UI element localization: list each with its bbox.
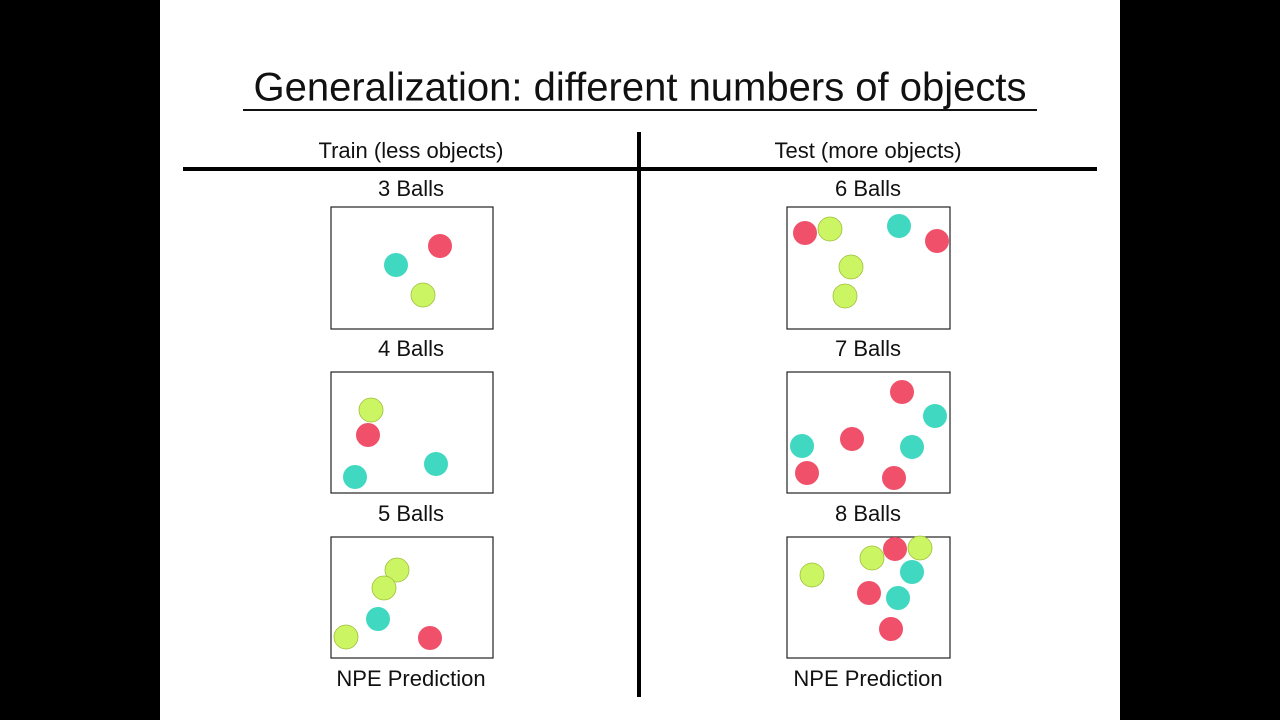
ball <box>886 586 910 610</box>
ball <box>883 537 907 561</box>
ball <box>358 397 384 423</box>
ball <box>384 253 408 277</box>
panel-label: 4 Balls <box>378 336 444 361</box>
ball <box>410 282 436 308</box>
ball <box>923 404 947 428</box>
ball <box>333 624 359 650</box>
ball <box>832 283 858 309</box>
ball <box>790 434 814 458</box>
ball <box>907 535 933 561</box>
ball <box>418 626 442 650</box>
column-header: Test (more objects) <box>774 138 961 163</box>
balls <box>333 214 949 650</box>
ball <box>356 423 380 447</box>
ball <box>887 214 911 238</box>
slide-title: Generalization: different numbers of obj… <box>253 66 1026 110</box>
panel-label: 6 Balls <box>835 176 901 201</box>
ball <box>925 229 949 253</box>
ball <box>424 452 448 476</box>
panel-label: 8 Balls <box>835 501 901 526</box>
ball <box>371 575 397 601</box>
ball <box>428 234 452 258</box>
ball <box>793 221 817 245</box>
ball <box>343 465 367 489</box>
ball <box>366 607 390 631</box>
ball <box>384 557 410 583</box>
panel-label: 7 Balls <box>835 336 901 361</box>
panel <box>330 206 494 330</box>
ball <box>817 216 843 242</box>
ball <box>859 545 885 571</box>
ball <box>882 466 906 490</box>
ball <box>900 435 924 459</box>
ball <box>799 562 825 588</box>
ball <box>879 617 903 641</box>
panel-label: 5 Balls <box>378 501 444 526</box>
footer-label: NPE Prediction <box>336 666 485 691</box>
ball <box>890 380 914 404</box>
ball <box>795 461 819 485</box>
ball <box>857 581 881 605</box>
panel <box>786 206 951 330</box>
ball <box>840 427 864 451</box>
panel-label: 3 Balls <box>378 176 444 201</box>
footer-label: NPE Prediction <box>793 666 942 691</box>
ball <box>838 254 864 280</box>
ball <box>900 560 924 584</box>
column-header: Train (less objects) <box>318 138 503 163</box>
